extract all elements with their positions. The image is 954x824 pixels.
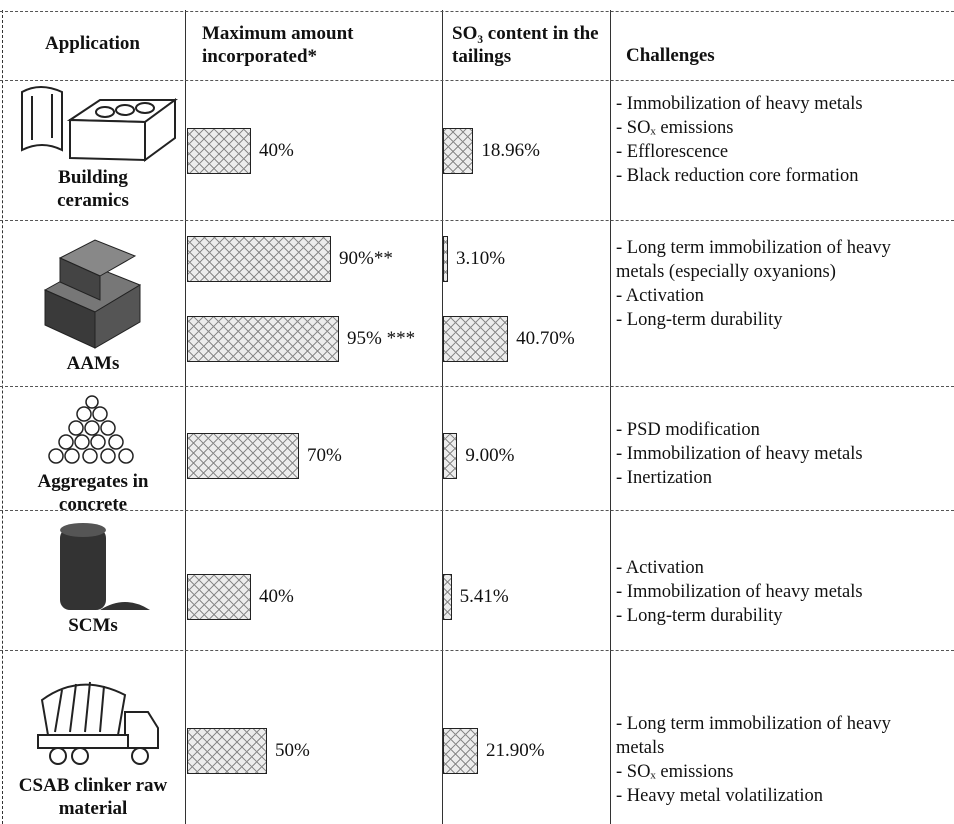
- bar: [187, 128, 251, 174]
- challenge: - Immobilization of heavy metals: [616, 582, 863, 602]
- row-line: [0, 650, 954, 651]
- application: Building ceramics: [57, 167, 129, 211]
- challenges: - PSD modification - Immobilization of he…: [616, 418, 952, 490]
- value-label: 40.70%: [516, 328, 575, 349]
- bar: [187, 433, 299, 479]
- challenge: - Efflorescence: [616, 142, 729, 162]
- header: Maximum amount incorporated*: [202, 23, 354, 67]
- challenges: - Long term immobilization of heavy meta…: [616, 712, 928, 808]
- challenge: - Activation: [616, 286, 704, 306]
- bar: [187, 316, 339, 362]
- challenges: - Immobilization of heavy metals - SOₓ em…: [616, 92, 952, 188]
- value-label: 21.90%: [486, 740, 545, 761]
- challenge: - Long-term durability: [616, 310, 783, 330]
- bar: [443, 128, 474, 174]
- value-label: 40%: [259, 140, 294, 161]
- application: SCMs: [68, 615, 118, 636]
- challenge: - Long term immobilization of heavy meta…: [616, 714, 891, 758]
- border: [2, 10, 3, 824]
- ceramics-icon: [21, 86, 179, 162]
- bar: [443, 433, 458, 479]
- row-line: [0, 80, 954, 81]
- bar: [187, 728, 267, 774]
- value-label: 90%**: [339, 248, 393, 269]
- challenges: - Activation - Immobilization of heavy me…: [616, 556, 952, 628]
- column-line: [610, 10, 611, 824]
- value-label: 40%: [259, 586, 294, 607]
- bar: [443, 236, 448, 282]
- aam-icon: [43, 239, 142, 349]
- challenge: - PSD modification: [616, 420, 760, 440]
- column-line: [185, 10, 186, 824]
- header: SO₃ content in the tailings: [452, 23, 599, 67]
- aggregate-icon: [48, 395, 134, 464]
- header: Challenges: [626, 45, 715, 66]
- truck-icon: [37, 681, 159, 765]
- bar: [443, 316, 509, 362]
- row-line: [0, 386, 954, 387]
- challenge: - Inertization: [616, 468, 713, 488]
- row-line: [0, 220, 954, 221]
- bar: [443, 574, 452, 620]
- value-label: 9.00%: [465, 445, 515, 466]
- row-line: [0, 510, 954, 511]
- challenge: - Immobilization of heavy metals: [616, 444, 863, 464]
- scm-icon: [60, 523, 150, 610]
- challenges: - Long term immobilization of heavy meta…: [616, 236, 928, 332]
- value-label: 5.41%: [459, 586, 509, 607]
- challenge: - Long term immobilization of heavy meta…: [616, 238, 891, 282]
- challenge: - SOₓ emissions: [616, 762, 734, 782]
- application: CSAB clinker raw material: [18, 775, 168, 819]
- value-label: 18.96%: [481, 140, 540, 161]
- value-label: 3.10%: [455, 248, 506, 269]
- challenge: - SOₓ emissions: [616, 118, 734, 138]
- challenge: - Heavy metal volatilization: [616, 786, 824, 806]
- application: AAMs: [66, 353, 120, 374]
- row-line: [0, 11, 954, 12]
- icons: [21, 86, 179, 765]
- challenge: - Immobilization of heavy metals: [616, 94, 863, 114]
- challenge: - Black reduction core formation: [616, 166, 859, 186]
- column-line: [442, 10, 443, 824]
- application: Aggregates in concrete: [37, 471, 149, 515]
- value-label: 70%: [307, 445, 342, 466]
- header: Application: [44, 33, 141, 54]
- challenge: - Long-term durability: [616, 606, 783, 626]
- bar: [187, 236, 331, 282]
- challenge: - Activation: [616, 558, 704, 578]
- bar: [443, 728, 479, 774]
- bar: [187, 574, 251, 620]
- value-label: 50%: [275, 740, 310, 761]
- value-label: 95% ***: [347, 328, 416, 349]
